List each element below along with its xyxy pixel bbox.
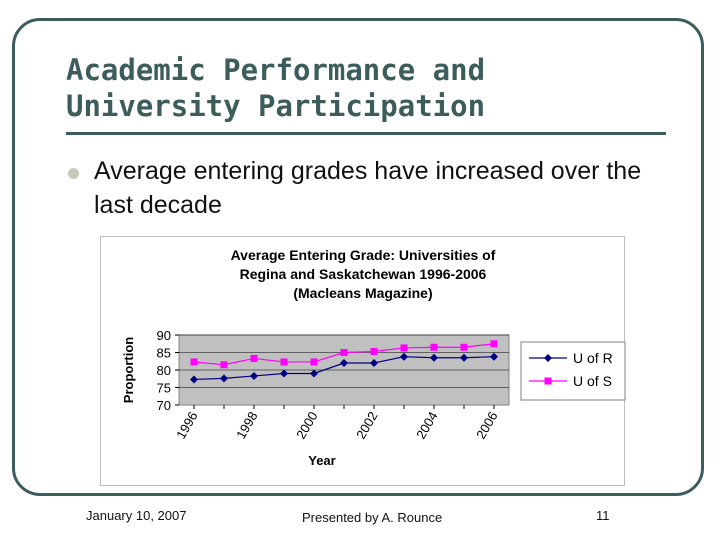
u-of-s-point xyxy=(430,343,438,351)
x-axis-label: Year xyxy=(308,453,335,468)
u-of-s-point xyxy=(490,340,498,348)
x-tick-label: 2004 xyxy=(413,409,440,442)
footer-date: January 10, 2007 xyxy=(86,508,187,523)
x-tick-label: 2002 xyxy=(353,409,380,442)
footer-presenter: Presented by A. Rounce xyxy=(302,510,443,525)
u-of-r-point xyxy=(430,353,438,362)
u-of-s-point xyxy=(280,358,288,366)
slide-title: Academic Performance and University Part… xyxy=(66,52,626,124)
u-of-s-point xyxy=(250,354,258,362)
u-of-r-point xyxy=(220,374,228,383)
u-of-r-point xyxy=(460,353,468,362)
y-tick-label: 90 xyxy=(157,328,171,343)
x-tick-label: 1996 xyxy=(173,409,200,442)
chart-title-line: (Macleans Magazine) xyxy=(293,285,432,301)
x-tick-label: 1998 xyxy=(233,409,260,442)
bullet-icon xyxy=(68,168,79,179)
u-of-s-point xyxy=(190,358,198,366)
x-tick-label: 2000 xyxy=(293,409,320,442)
u-of-r-point xyxy=(280,369,288,378)
u-of-s-point xyxy=(400,344,408,352)
u-of-s-point xyxy=(460,343,468,351)
x-tick-label: 2006 xyxy=(473,409,500,442)
legend-swatch-marker xyxy=(544,377,552,385)
u-of-r-point xyxy=(250,371,258,380)
footer-page-number: 11 xyxy=(596,508,610,523)
legend-entry: U of S xyxy=(573,373,612,389)
u-of-s-point xyxy=(220,361,228,369)
u-of-r-point xyxy=(190,375,198,384)
chart-title-line: Average Entering Grade: Universities of xyxy=(231,247,496,263)
u-of-r-point xyxy=(370,359,378,367)
u-of-s-point xyxy=(340,349,348,356)
chart-container: Average Entering Grade: Universities of R… xyxy=(100,236,626,486)
y-tick-label: 75 xyxy=(157,381,171,396)
u-of-s-point xyxy=(310,358,318,366)
y-tick-label: 85 xyxy=(157,346,171,361)
u-of-r-point xyxy=(490,352,498,361)
grade-chart: Average Entering Grade: Universities of R… xyxy=(121,247,626,468)
bullet-text: Average entering grades have increased o… xyxy=(94,157,642,219)
u-of-s-point xyxy=(370,347,378,355)
legend-swatch-marker xyxy=(544,354,552,362)
u-of-r-point xyxy=(340,359,348,367)
slide-title-line-1: Academic Performance and xyxy=(66,53,486,87)
title-underline xyxy=(66,132,666,135)
legend-box xyxy=(520,341,626,401)
u-of-r-point xyxy=(400,352,408,361)
y-tick-label: 80 xyxy=(157,363,171,378)
legend-entry: U of R xyxy=(573,350,613,366)
chart-title-line: Regina and Saskatchewan 1996-2006 xyxy=(240,266,487,282)
y-axis-label: Proportion xyxy=(121,337,136,403)
slide-title-line-2: University Participation xyxy=(66,89,486,123)
slide-frame xyxy=(12,18,704,496)
y-tick-label: 70 xyxy=(157,398,171,413)
u-of-r-point xyxy=(310,369,318,378)
